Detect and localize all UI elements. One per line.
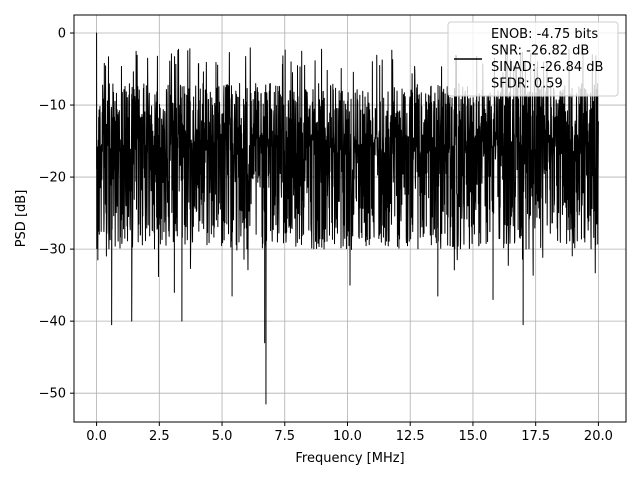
x-tick-label: 20.0 <box>584 429 613 444</box>
legend-line-sinad: SINAD: -26.84 dB <box>491 60 603 75</box>
legend-line-snr: SNR: -26.82 dB <box>491 44 589 59</box>
x-tick-label: 2.5 <box>149 429 170 444</box>
series-layer <box>96 32 599 405</box>
plot-frame <box>73 14 627 423</box>
x-tick-label: 12.5 <box>396 429 425 444</box>
y-tick-label: −30 <box>39 243 66 258</box>
x-tick-label: 5.0 <box>212 429 233 444</box>
y-tick-label: −10 <box>39 99 66 114</box>
y-tick-label: −50 <box>39 387 66 402</box>
x-tick-label: 0.0 <box>86 429 107 444</box>
psd-series-line <box>96 32 599 405</box>
y-tick-label: −20 <box>39 171 66 186</box>
legend-box <box>447 21 619 97</box>
x-tick-label: 15.0 <box>458 429 487 444</box>
y-axis-ticks: 0 −10 −20 −30 −40 −50 <box>39 27 74 402</box>
y-tick-label: 0 <box>58 27 66 42</box>
x-tick-label: 17.5 <box>521 429 550 444</box>
x-tick-label: 10.0 <box>333 429 362 444</box>
legend: ENOB: -4.75 bits SNR: -26.82 dB SINAD: -… <box>447 21 619 97</box>
y-axis-label: PSD [dB] <box>14 190 29 248</box>
legend-line-sfdr: SFDR: 0.59 <box>491 77 563 92</box>
y-tick-label: −40 <box>39 315 66 330</box>
x-axis-ticks: 0.0 2.5 5.0 7.5 10.0 12.5 15.0 17.5 20.0 <box>86 422 613 444</box>
x-axis-label: Frequency [MHz] <box>295 451 404 466</box>
legend-line-enob: ENOB: -4.75 bits <box>491 27 598 42</box>
x-tick-label: 7.5 <box>274 429 295 444</box>
